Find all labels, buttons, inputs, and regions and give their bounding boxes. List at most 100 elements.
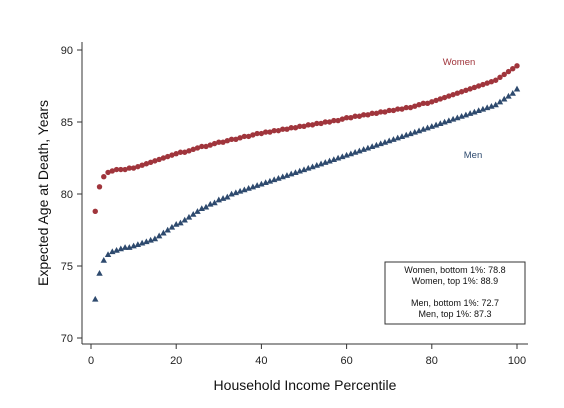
women-point xyxy=(241,133,248,140)
y-tick-label: 90 xyxy=(61,45,73,57)
women-point xyxy=(284,126,290,132)
women-point xyxy=(360,112,367,118)
men-point xyxy=(190,210,197,217)
women-point xyxy=(510,66,516,72)
women-point xyxy=(224,138,231,144)
x-tick-label: 100 xyxy=(508,355,526,367)
men-point xyxy=(121,244,129,250)
x-tick-label: 60 xyxy=(340,355,352,367)
men-point xyxy=(501,95,508,102)
women-point xyxy=(228,136,235,142)
men-point xyxy=(168,223,176,230)
women-point xyxy=(403,104,409,111)
women-point xyxy=(292,125,299,131)
women-point xyxy=(356,113,363,119)
women-point xyxy=(113,166,120,173)
women-point xyxy=(220,139,226,145)
x-tick-label: 20 xyxy=(170,355,182,367)
women-point xyxy=(147,159,154,166)
annotation-men-bottom: Men, bottom 1%: 72.7 xyxy=(411,298,499,308)
women-point xyxy=(211,140,218,147)
women-point xyxy=(130,165,137,171)
women-point xyxy=(271,127,277,134)
women-point xyxy=(407,104,414,111)
women-point xyxy=(475,83,482,89)
women-point xyxy=(335,117,341,124)
women-point xyxy=(505,68,512,75)
women-point xyxy=(122,166,128,173)
men-point xyxy=(155,232,163,239)
women-point xyxy=(169,152,175,158)
women-point xyxy=(318,120,324,127)
women-point xyxy=(480,81,486,88)
women-point xyxy=(441,94,448,101)
women-point xyxy=(297,123,303,130)
women-point xyxy=(382,109,388,115)
annotation-box: Women, bottom 1%: 78.8 Women, top 1%: 88… xyxy=(384,261,526,325)
x-tick-label: 80 xyxy=(426,355,438,367)
women-point xyxy=(262,129,269,135)
women-point xyxy=(458,89,465,95)
women-point xyxy=(190,146,196,153)
women-point xyxy=(301,123,307,130)
axes xyxy=(81,42,528,345)
women-point xyxy=(305,122,311,128)
women-point xyxy=(352,113,358,119)
series-women xyxy=(92,63,520,214)
women-point xyxy=(395,106,401,112)
y-tick-label: 85 xyxy=(61,117,73,129)
women-point xyxy=(245,133,252,140)
women-point xyxy=(446,93,452,99)
women-point xyxy=(467,86,473,92)
women-point xyxy=(484,80,490,86)
women-point xyxy=(173,150,179,157)
men-point xyxy=(177,219,184,226)
women-point xyxy=(309,122,316,128)
men-point xyxy=(202,203,210,210)
women-point xyxy=(424,100,431,106)
women-point xyxy=(233,136,239,142)
women-point xyxy=(207,142,213,148)
women-point xyxy=(177,149,184,155)
women-point xyxy=(288,125,294,131)
women-point xyxy=(416,102,422,108)
women-point xyxy=(488,78,495,85)
men-point xyxy=(496,98,504,105)
men-point xyxy=(224,193,231,200)
women-point xyxy=(412,103,418,109)
women-point xyxy=(199,143,205,150)
men-series-label: Men xyxy=(464,150,482,161)
women-point xyxy=(386,107,392,114)
y-tick-label: 80 xyxy=(61,189,73,201)
women-point xyxy=(514,63,520,69)
series-men xyxy=(92,85,521,302)
women-point xyxy=(369,110,375,117)
women-point xyxy=(343,114,350,121)
women-point xyxy=(160,155,167,161)
women-point xyxy=(258,130,265,137)
men-point xyxy=(92,295,99,302)
y-tick-label: 75 xyxy=(61,261,73,273)
women-point xyxy=(152,158,158,164)
women-point xyxy=(493,77,499,83)
women-point xyxy=(237,135,243,141)
women-point xyxy=(126,165,133,171)
women-point xyxy=(471,84,478,91)
women-series-label: Women xyxy=(443,57,476,68)
women-point xyxy=(399,106,405,112)
women-point xyxy=(433,97,439,104)
women-point xyxy=(143,161,150,167)
women-point xyxy=(275,127,282,134)
women-point xyxy=(156,156,162,163)
men-point xyxy=(181,216,188,223)
men-point xyxy=(492,101,499,108)
men-point xyxy=(104,251,112,258)
women-point xyxy=(322,119,328,125)
women-point xyxy=(194,145,201,151)
men-point xyxy=(194,208,201,214)
women-point xyxy=(267,129,273,135)
men-point xyxy=(513,85,521,92)
women-point xyxy=(135,163,141,170)
women-point xyxy=(203,143,209,150)
annotation-women-top: Women, top 1%: 88.9 xyxy=(412,276,498,286)
